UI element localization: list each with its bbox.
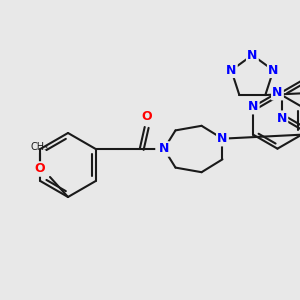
Text: O: O (141, 110, 152, 124)
Text: N: N (272, 86, 283, 99)
Text: N: N (217, 132, 228, 145)
Text: N: N (268, 64, 278, 77)
Text: O: O (35, 163, 45, 176)
Text: N: N (226, 64, 236, 77)
Text: N: N (277, 112, 287, 125)
Text: N: N (159, 142, 169, 155)
Text: CH₃: CH₃ (31, 142, 49, 152)
Text: N: N (248, 100, 258, 113)
Text: N: N (247, 49, 257, 62)
Text: N: N (157, 142, 167, 155)
